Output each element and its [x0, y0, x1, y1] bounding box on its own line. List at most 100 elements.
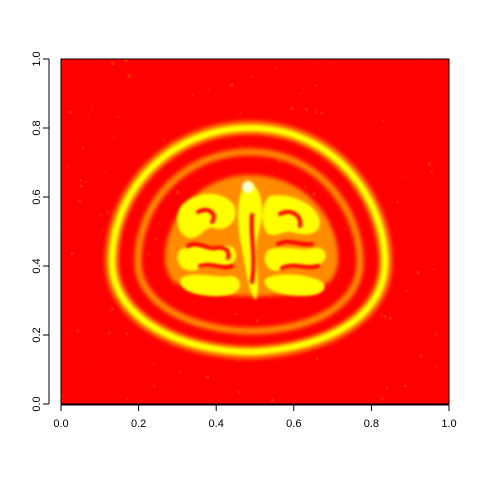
- noise-speck: [404, 176, 407, 179]
- noise-speck: [196, 178, 199, 181]
- noise-speck: [79, 184, 83, 188]
- noise-speck: [388, 316, 392, 320]
- noise-speck: [161, 138, 166, 143]
- noise-speck: [276, 159, 281, 163]
- y-axis: 0.0 0.2 0.4 0.6 0.8 1.0: [31, 51, 50, 412]
- noise-speck: [380, 396, 385, 401]
- sulcus: [280, 263, 320, 270]
- gyrus-right-upper: [262, 195, 320, 236]
- noise-speck: [229, 82, 234, 88]
- noise-speck: [153, 237, 157, 241]
- x-tick-label: 0.0: [53, 418, 68, 430]
- noise-speck: [99, 213, 103, 218]
- noise-speck: [79, 179, 83, 182]
- skull-outer-highlight: [108, 124, 389, 356]
- x-tick-label: 0.8: [364, 418, 379, 430]
- noise-speck: [87, 113, 90, 116]
- noise-speck: [290, 106, 294, 111]
- noise-speck: [304, 107, 309, 112]
- noise-speck: [123, 59, 128, 62]
- noise-speck: [239, 111, 242, 115]
- noise-speck: [205, 375, 210, 380]
- noise-speck: [301, 87, 305, 91]
- noise-speck: [430, 169, 433, 173]
- gyrus-right-lower: [264, 274, 325, 296]
- noise-speck: [270, 398, 275, 403]
- noise-speck: [81, 146, 85, 150]
- noise-speck: [418, 354, 423, 358]
- noise-speck: [90, 362, 92, 364]
- noise-speck: [66, 164, 71, 168]
- noise-speck: [111, 61, 115, 66]
- y-tick-label: 0.6: [31, 189, 43, 204]
- noise-speck: [396, 200, 399, 204]
- noise-speck: [380, 313, 383, 317]
- noise-speck: [61, 394, 65, 399]
- sulcus: [276, 239, 314, 247]
- noise-speck: [158, 221, 161, 224]
- sulcus: [278, 209, 303, 228]
- noise-speck: [175, 190, 181, 195]
- noise-speck: [68, 110, 73, 115]
- noise-speck: [101, 228, 104, 232]
- noise-speck: [147, 252, 151, 256]
- noise-speck: [312, 192, 316, 196]
- brain-gyri: [177, 182, 326, 300]
- x-tick-label: 0.2: [131, 418, 146, 430]
- noise-speck: [125, 71, 128, 73]
- noise-speck: [405, 289, 408, 293]
- noise-speck: [316, 357, 319, 361]
- noise-speck: [77, 199, 82, 203]
- gyrus-left-upper: [177, 193, 236, 239]
- noise-speck: [407, 254, 409, 256]
- noise-speck: [265, 383, 267, 386]
- x-tick-label: 0.4: [209, 418, 224, 430]
- noise-speck: [163, 388, 166, 390]
- noise-speck: [304, 185, 307, 189]
- noise-speck: [177, 370, 182, 374]
- noise-speck: [427, 161, 432, 166]
- noise-speck: [320, 111, 324, 116]
- noise-speck: [236, 358, 240, 362]
- noise-speck: [70, 251, 75, 256]
- noise-speck: [188, 67, 191, 70]
- noise-speck: [432, 267, 436, 271]
- noise-speck: [132, 163, 135, 165]
- noise-speck: [333, 63, 336, 65]
- noise-speck: [107, 330, 112, 335]
- noise-speck: [300, 92, 303, 95]
- noise-speck: [234, 312, 238, 316]
- noise-speck: [432, 235, 435, 238]
- noise-speck: [127, 74, 132, 79]
- x-tick-label: 1.0: [441, 418, 456, 430]
- noise-speck: [338, 278, 341, 281]
- noise-speck: [236, 390, 241, 395]
- noise-speck: [108, 308, 113, 313]
- noise-speck: [435, 366, 438, 369]
- noise-speck: [272, 172, 275, 174]
- gyrus-left-lower: [180, 274, 241, 297]
- noise-speck: [103, 171, 106, 174]
- noise-speck: [416, 270, 420, 275]
- noise-speck: [383, 315, 387, 319]
- y-tick-label: 1.0: [31, 51, 43, 66]
- noise-speck: [433, 332, 438, 337]
- noise-speck: [344, 227, 347, 230]
- noise-speck: [105, 210, 110, 215]
- brain-lower-shadow: [175, 282, 330, 312]
- noise-speck: [112, 134, 116, 138]
- noise-speck: [152, 362, 156, 366]
- noise-speck: [153, 385, 156, 388]
- sulcus-midline: [249, 213, 256, 284]
- noise-speck: [91, 107, 94, 110]
- noise-speck: [117, 115, 120, 119]
- noise-speck: [314, 60, 316, 63]
- y-tick-label: 0.0: [31, 396, 43, 411]
- sulcus: [186, 242, 231, 260]
- y-tick-label: 0.2: [31, 327, 43, 342]
- noise-speck: [381, 119, 385, 122]
- noise-speck: [125, 397, 129, 401]
- y-tick-label: 0.8: [31, 120, 43, 135]
- noise-speck: [191, 93, 195, 97]
